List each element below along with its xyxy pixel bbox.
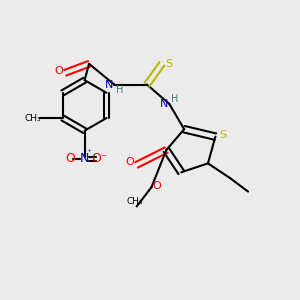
Text: O: O <box>152 181 161 191</box>
Text: S: S <box>219 130 226 140</box>
Text: O: O <box>65 152 75 165</box>
Text: H: H <box>171 94 178 104</box>
Text: ⁺: ⁺ <box>86 148 91 158</box>
Text: N: N <box>105 80 113 90</box>
Text: CH₃: CH₃ <box>127 196 143 206</box>
Text: N: N <box>80 152 89 165</box>
Text: O: O <box>54 66 63 76</box>
Text: O: O <box>126 158 134 167</box>
Text: CH₃: CH₃ <box>25 113 41 122</box>
Text: H: H <box>116 85 123 95</box>
Text: S: S <box>165 59 172 69</box>
Text: N: N <box>160 99 168 109</box>
Text: O⁻: O⁻ <box>91 152 108 165</box>
